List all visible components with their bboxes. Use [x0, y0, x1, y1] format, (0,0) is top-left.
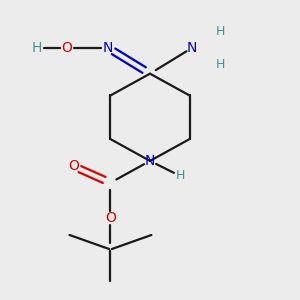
Text: N: N — [145, 154, 155, 168]
Text: O: O — [68, 159, 79, 173]
Text: N: N — [187, 41, 197, 55]
Text: O: O — [105, 211, 116, 225]
Text: H: H — [175, 169, 185, 182]
Text: H: H — [216, 58, 226, 70]
Text: N: N — [103, 41, 113, 55]
Text: O: O — [61, 41, 72, 55]
Text: H: H — [32, 41, 42, 55]
Text: H: H — [216, 25, 226, 38]
